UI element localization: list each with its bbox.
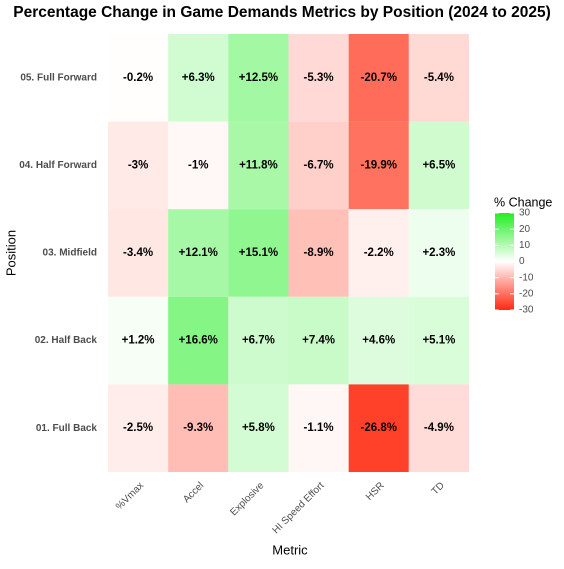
cell-label: -5.3%: [304, 72, 334, 84]
cell-label: +4.6%: [362, 335, 395, 347]
legend-tick-label: 30: [519, 208, 531, 219]
cell-label: +12.1%: [179, 247, 218, 259]
cell: [288, 34, 349, 122]
cell-label: -19.9%: [361, 159, 397, 171]
cell-label: -26.8%: [361, 422, 397, 434]
legend-tick-label: 0: [519, 256, 525, 267]
cell-label: -3.4%: [123, 247, 153, 259]
cell-label: +6.7%: [242, 335, 275, 347]
cell: [408, 34, 469, 122]
cell: [408, 384, 469, 472]
cell: [168, 34, 229, 122]
cell: [408, 121, 469, 210]
cell-label: +2.3%: [422, 247, 455, 259]
cell: [348, 34, 409, 122]
cell: [288, 121, 349, 210]
cell-label: +16.6%: [179, 335, 218, 347]
legend-tick-label: -20: [519, 288, 534, 299]
x-tick-label: TD: [430, 480, 447, 497]
cell: [228, 384, 289, 472]
cell-label: -20.7%: [361, 72, 397, 84]
x-tick-label: HSR: [364, 480, 387, 503]
cell: [228, 296, 289, 385]
cell-label: -9.3%: [183, 422, 213, 434]
colorbar: [495, 213, 514, 310]
cell-label: +6.5%: [422, 159, 455, 171]
cell: [168, 121, 229, 210]
cell-label: +5.8%: [242, 422, 275, 434]
y-tick-label: 03. Midfield: [43, 248, 97, 259]
legend-tick-label: -10: [519, 272, 534, 283]
cell: [348, 121, 409, 210]
cell-label: -1.1%: [304, 422, 334, 434]
cell: [228, 121, 289, 210]
cell: [108, 296, 169, 385]
cell-label: -0.2%: [123, 72, 153, 84]
cell-label: +12.5%: [239, 72, 278, 84]
legend-tick-label: -30: [519, 305, 534, 316]
cell-label: +1.2%: [122, 335, 155, 347]
y-tick-label: 01. Full Back: [36, 423, 98, 434]
x-tick-label: %Vmax: [114, 480, 146, 512]
cell: [168, 209, 229, 297]
y-axis-title: Position: [3, 230, 18, 276]
cell: [108, 34, 169, 122]
x-tick-label: Explosive: [228, 480, 266, 518]
chart-title: Percentage Change in Game Demands Metric…: [13, 4, 551, 21]
cell-label: +15.1%: [239, 247, 278, 259]
cell: [348, 384, 409, 472]
cell: [408, 209, 469, 297]
cell-label: -5.4%: [424, 72, 454, 84]
cell: [168, 296, 229, 385]
cell-label: +11.8%: [239, 159, 278, 171]
cell: [348, 209, 409, 297]
cell-label: -3%: [128, 159, 148, 171]
cell: [108, 121, 169, 210]
cell-label: -2.5%: [123, 422, 153, 434]
cell-label: -2.2%: [364, 247, 394, 259]
cell: [108, 209, 169, 297]
cell: [408, 296, 469, 385]
cell: [108, 384, 169, 472]
cell: [228, 34, 289, 122]
cell: [288, 296, 349, 385]
y-tick-label: 02. Half Back: [35, 335, 98, 346]
cell-label: +7.4%: [302, 335, 335, 347]
cell-label: -8.9%: [304, 247, 334, 259]
x-tick-label: Accel: [181, 480, 206, 505]
x-axis-title: Metric: [272, 542, 308, 557]
legend-tick-label: 20: [519, 224, 531, 235]
cell-label: +6.3%: [182, 72, 215, 84]
cell: [348, 296, 409, 385]
cell: [228, 209, 289, 297]
cell-label: -4.9%: [424, 422, 454, 434]
legend-tick-label: 10: [519, 240, 531, 251]
cell-label: +5.1%: [422, 335, 455, 347]
y-tick-label: 04. Half Forward: [19, 160, 97, 171]
cell: [168, 384, 229, 472]
cell: [288, 209, 349, 297]
cell: [288, 384, 349, 472]
x-tick-label: HI Speed Effort: [271, 480, 327, 536]
cell-label: -6.7%: [304, 159, 334, 171]
y-tick-label: 05. Full Forward: [20, 72, 97, 83]
legend-title: % Change: [494, 195, 552, 209]
cell-label: -1%: [188, 159, 208, 171]
